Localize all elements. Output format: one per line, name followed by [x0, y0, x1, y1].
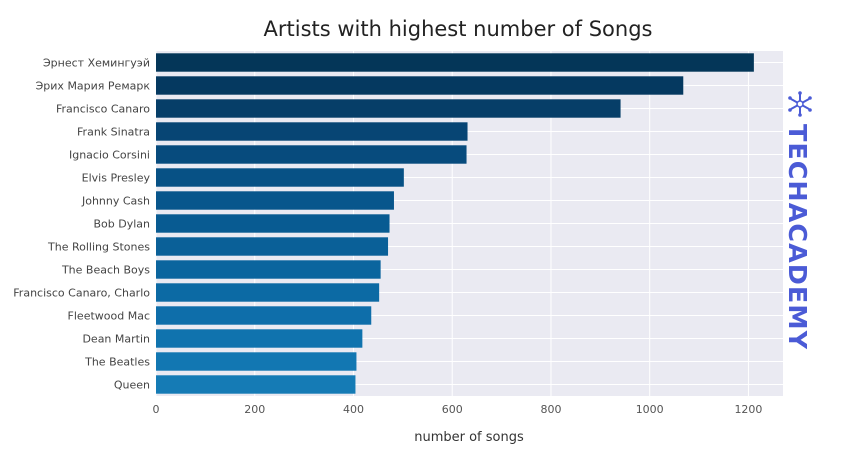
bar	[156, 283, 380, 302]
x-tick-labels: 0 200 400 600 800 1000 1200	[153, 403, 763, 416]
y-tick-label: Elvis Presley	[82, 172, 151, 185]
bar	[156, 191, 394, 210]
bar	[156, 237, 389, 256]
y-tick-label: Bob Dylan	[93, 218, 150, 231]
x-tick-label: 200	[244, 403, 265, 416]
bar	[156, 53, 754, 72]
y-tick-labels: Эрнест Хемингуэй Эрих Мария Ремарк Francis…	[13, 57, 150, 392]
chart-title: Artists with highest number of Songs	[264, 17, 653, 41]
bar	[156, 329, 363, 348]
x-tick-label: 400	[343, 403, 364, 416]
y-tick-label: Fleetwood Mac	[68, 310, 150, 323]
y-tick-label: Эрих Мария Ремарк	[36, 80, 151, 93]
bar	[156, 76, 684, 95]
y-tick-label: Francisco Canaro	[56, 103, 150, 116]
bar	[156, 260, 381, 279]
bar	[156, 214, 390, 233]
bar	[156, 168, 404, 187]
bar	[156, 145, 467, 164]
y-tick-label: Эрнест Хемингуэй	[43, 57, 150, 70]
y-tick-label: The Beatles	[84, 356, 150, 369]
y-tick-label: The Rolling Stones	[47, 241, 150, 254]
x-axis-label: number of songs	[414, 430, 524, 445]
y-tick-label: Queen	[114, 379, 150, 392]
bar	[156, 99, 621, 118]
techacademy-watermark: TECHACADEMY	[783, 91, 812, 350]
x-tick-label: 1200	[734, 403, 762, 416]
y-tick-label: Francisco Canaro, Charlo	[13, 287, 150, 300]
y-tick-label: Ignacio Corsini	[69, 149, 150, 162]
x-tick-label: 0	[153, 403, 160, 416]
bar	[156, 352, 357, 371]
bar	[156, 122, 468, 141]
x-tick-label: 1000	[636, 403, 664, 416]
x-tick-label: 600	[442, 403, 463, 416]
x-tick-label: 800	[540, 403, 561, 416]
bars	[156, 53, 754, 394]
y-tick-label: The Beach Boys	[61, 264, 150, 277]
y-tick-label: Frank Sinatra	[77, 126, 150, 139]
snowflake-logo-icon	[788, 91, 812, 117]
y-tick-label: Johnny Cash	[81, 195, 150, 208]
bar	[156, 375, 356, 394]
watermark-text: TECHACADEMY	[783, 124, 812, 350]
bar	[156, 306, 372, 325]
y-tick-label: Dean Martin	[82, 333, 150, 346]
